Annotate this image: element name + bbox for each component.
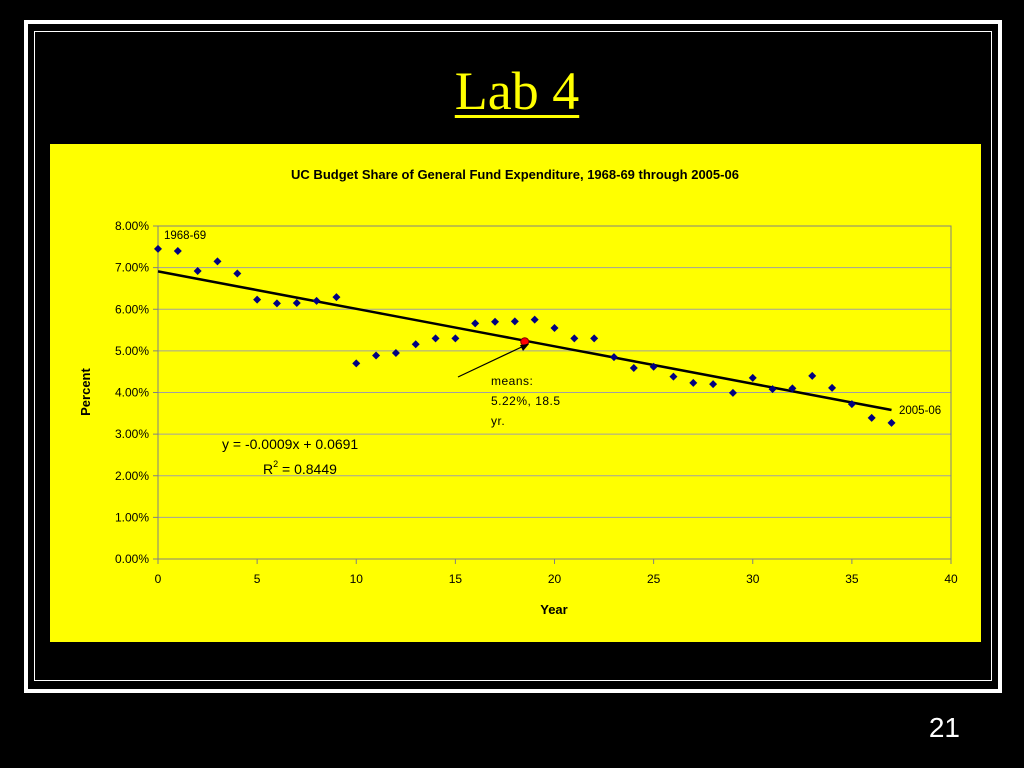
data-point bbox=[689, 378, 698, 387]
data-point bbox=[352, 359, 361, 368]
slide-outer-frame bbox=[24, 20, 1002, 693]
page-number: 21 bbox=[928, 712, 960, 743]
y-axis: 0.00% 1.00% 2.00% 3.00% 4.00% 5.00% 6.00% 7.00%… bbox=[115, 219, 158, 566]
x-axis-label: Year bbox=[540, 602, 567, 617]
data-point bbox=[748, 373, 757, 382]
data-point bbox=[431, 334, 440, 343]
data-point bbox=[808, 371, 817, 380]
regression-equation: y = -0.0009x + 0.0691 bbox=[222, 436, 358, 452]
data-point bbox=[649, 362, 658, 371]
means-label-line-1: means: bbox=[491, 374, 533, 388]
data-point bbox=[828, 383, 837, 392]
y-tick-label: 6.00% bbox=[115, 302, 149, 316]
data-point bbox=[292, 299, 301, 308]
y-tick-label: 8.00% bbox=[115, 219, 149, 233]
y-tick-label: 4.00% bbox=[115, 386, 149, 400]
data-point bbox=[154, 244, 162, 253]
data-point bbox=[253, 295, 262, 304]
data-point bbox=[867, 413, 876, 422]
slide-title: Lab 4 bbox=[454, 61, 580, 121]
data-point bbox=[788, 384, 797, 393]
start-label: 1968-69 bbox=[164, 230, 206, 242]
chart-title: UC Budget Share of General Fund Expendit… bbox=[291, 167, 739, 182]
data-point bbox=[709, 380, 718, 389]
data-point bbox=[609, 353, 618, 362]
means-label-line-3: yr. bbox=[491, 414, 505, 428]
data-point bbox=[887, 418, 896, 427]
x-tick-label: 15 bbox=[449, 572, 463, 586]
data-point bbox=[372, 351, 381, 360]
x-tick-label: 25 bbox=[647, 572, 661, 586]
data-point bbox=[669, 372, 678, 381]
data-point bbox=[233, 269, 242, 278]
x-axis: 0 5 10 15 20 25 30 35 40 bbox=[155, 559, 958, 586]
data-point bbox=[530, 315, 539, 324]
data-point bbox=[332, 293, 341, 302]
y-tick-label: 2.00% bbox=[115, 469, 149, 483]
x-tick-label: 10 bbox=[350, 572, 364, 586]
means-arrow-head bbox=[520, 344, 529, 351]
data-point bbox=[728, 388, 737, 397]
x-tick-label: 0 bbox=[155, 572, 162, 586]
data-points bbox=[154, 244, 896, 427]
data-point bbox=[312, 296, 321, 305]
data-point bbox=[491, 317, 500, 326]
data-point bbox=[570, 334, 579, 343]
data-point bbox=[510, 317, 519, 326]
data-point bbox=[471, 319, 480, 328]
data-point bbox=[391, 348, 400, 357]
data-point bbox=[411, 340, 420, 349]
x-tick-label: 35 bbox=[845, 572, 859, 586]
y-tick-label: 3.00% bbox=[115, 427, 149, 441]
data-point bbox=[451, 334, 460, 343]
data-point bbox=[173, 246, 182, 255]
y-tick-label: 0.00% bbox=[115, 552, 149, 566]
scatter-chart: UC Budget Share of General Fund Expendit… bbox=[78, 167, 958, 617]
y-axis-label: Percent bbox=[78, 367, 93, 415]
means-label-line-2: 5.22%, 18.5 bbox=[491, 394, 561, 408]
r-squared-value: = 0.8449 bbox=[278, 461, 337, 477]
r-squared-exponent: 2 bbox=[273, 459, 278, 469]
y-tick-label: 7.00% bbox=[115, 261, 149, 275]
data-point bbox=[768, 385, 777, 394]
data-point bbox=[193, 266, 202, 275]
y-tick-label: 1.00% bbox=[115, 510, 149, 524]
data-point bbox=[847, 400, 856, 409]
x-tick-label: 20 bbox=[548, 572, 562, 586]
data-point bbox=[272, 299, 281, 308]
data-point bbox=[629, 363, 638, 372]
data-point bbox=[550, 323, 559, 332]
data-point bbox=[213, 257, 222, 266]
r-squared-prefix: R bbox=[263, 461, 273, 477]
data-point bbox=[590, 334, 599, 343]
y-tick-label: 5.00% bbox=[115, 344, 149, 358]
r-squared-label: R2 = 0.8449 bbox=[263, 459, 337, 477]
means-arrow bbox=[457, 343, 529, 378]
x-tick-label: 30 bbox=[746, 572, 760, 586]
x-tick-label: 40 bbox=[944, 572, 958, 586]
x-tick-label: 5 bbox=[254, 572, 261, 586]
slide-inner-frame bbox=[34, 31, 992, 681]
chart-area: UC Budget Share of General Fund Expendit… bbox=[50, 144, 981, 642]
grid-lines bbox=[158, 267, 951, 518]
end-label: 2005-06 bbox=[899, 405, 941, 417]
